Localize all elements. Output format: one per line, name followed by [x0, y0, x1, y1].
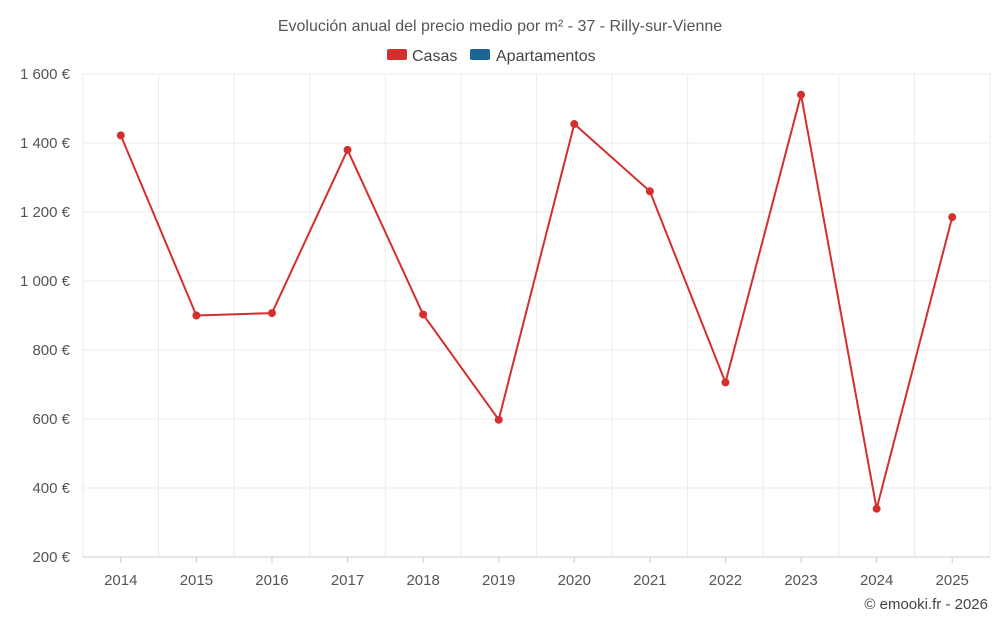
data-point-casas-2020[interactable] [570, 120, 579, 129]
x-tick-label: 2018 [406, 572, 439, 589]
data-point-casas-2021[interactable] [645, 187, 654, 196]
x-tick-label: 2014 [104, 572, 137, 589]
x-axis: 2014 2015 2016 2017 2018 2019 2020 2021 2022 2023… [83, 556, 990, 589]
legend-label-apartamentos: Apartamentos [496, 48, 596, 65]
data-point-casas-2014[interactable] [116, 131, 125, 140]
x-tick-label: 2015 [180, 572, 213, 589]
legend-swatch-apartamentos [470, 49, 490, 60]
data-point-casas-2025[interactable] [948, 213, 957, 222]
credit-text: © emooki.fr - 2026 [864, 596, 988, 613]
data-point-casas-2015[interactable] [192, 311, 201, 320]
data-point-casas-2022[interactable] [721, 378, 730, 387]
data-point-casas-2019[interactable] [494, 415, 503, 424]
y-tick-label: 800 € [32, 342, 70, 359]
legend-item-casas[interactable]: Casas [387, 48, 457, 65]
y-tick-label: 1 200 € [20, 204, 71, 221]
y-tick-label: 400 € [32, 480, 70, 497]
series-line-casas [119, 93, 954, 510]
x-tick-label: 2023 [784, 572, 817, 589]
x-tick-label: 2020 [558, 572, 591, 589]
legend-swatch-casas [387, 49, 407, 60]
legend[interactable]: Casas Apartamentos [387, 48, 596, 65]
data-point-casas-2016[interactable] [267, 309, 276, 318]
x-tick-label: 2017 [331, 572, 364, 589]
data-point-casas-2017[interactable] [343, 145, 352, 154]
grid [82, 73, 991, 558]
y-tick-label: 1 600 € [20, 66, 71, 83]
y-tick-label: 1 400 € [20, 135, 71, 152]
y-tick-label: 600 € [32, 411, 70, 428]
x-tick-label: 2024 [860, 572, 893, 589]
x-tick-label: 2021 [633, 572, 666, 589]
x-tick-label: 2022 [709, 572, 742, 589]
y-tick-label: 1 000 € [20, 273, 71, 290]
series-casas [116, 90, 957, 513]
data-point-casas-2024[interactable] [872, 504, 881, 513]
x-tick-label: 2019 [482, 572, 515, 589]
chart-title: Evolución anual del precio medio por m² … [278, 18, 722, 35]
data-point-casas-2023[interactable] [797, 90, 806, 99]
x-tick-label: 2025 [936, 572, 969, 589]
legend-item-apartamentos[interactable]: Apartamentos [470, 48, 596, 65]
x-tick-label: 2016 [255, 572, 288, 589]
y-tick-label: 200 € [32, 549, 70, 566]
data-point-casas-2018[interactable] [419, 310, 428, 319]
legend-label-casas: Casas [412, 48, 457, 65]
y-axis: 200 € 400 € 600 € 800 € 1 000 € 1 200 € 1 400 … [20, 66, 71, 566]
